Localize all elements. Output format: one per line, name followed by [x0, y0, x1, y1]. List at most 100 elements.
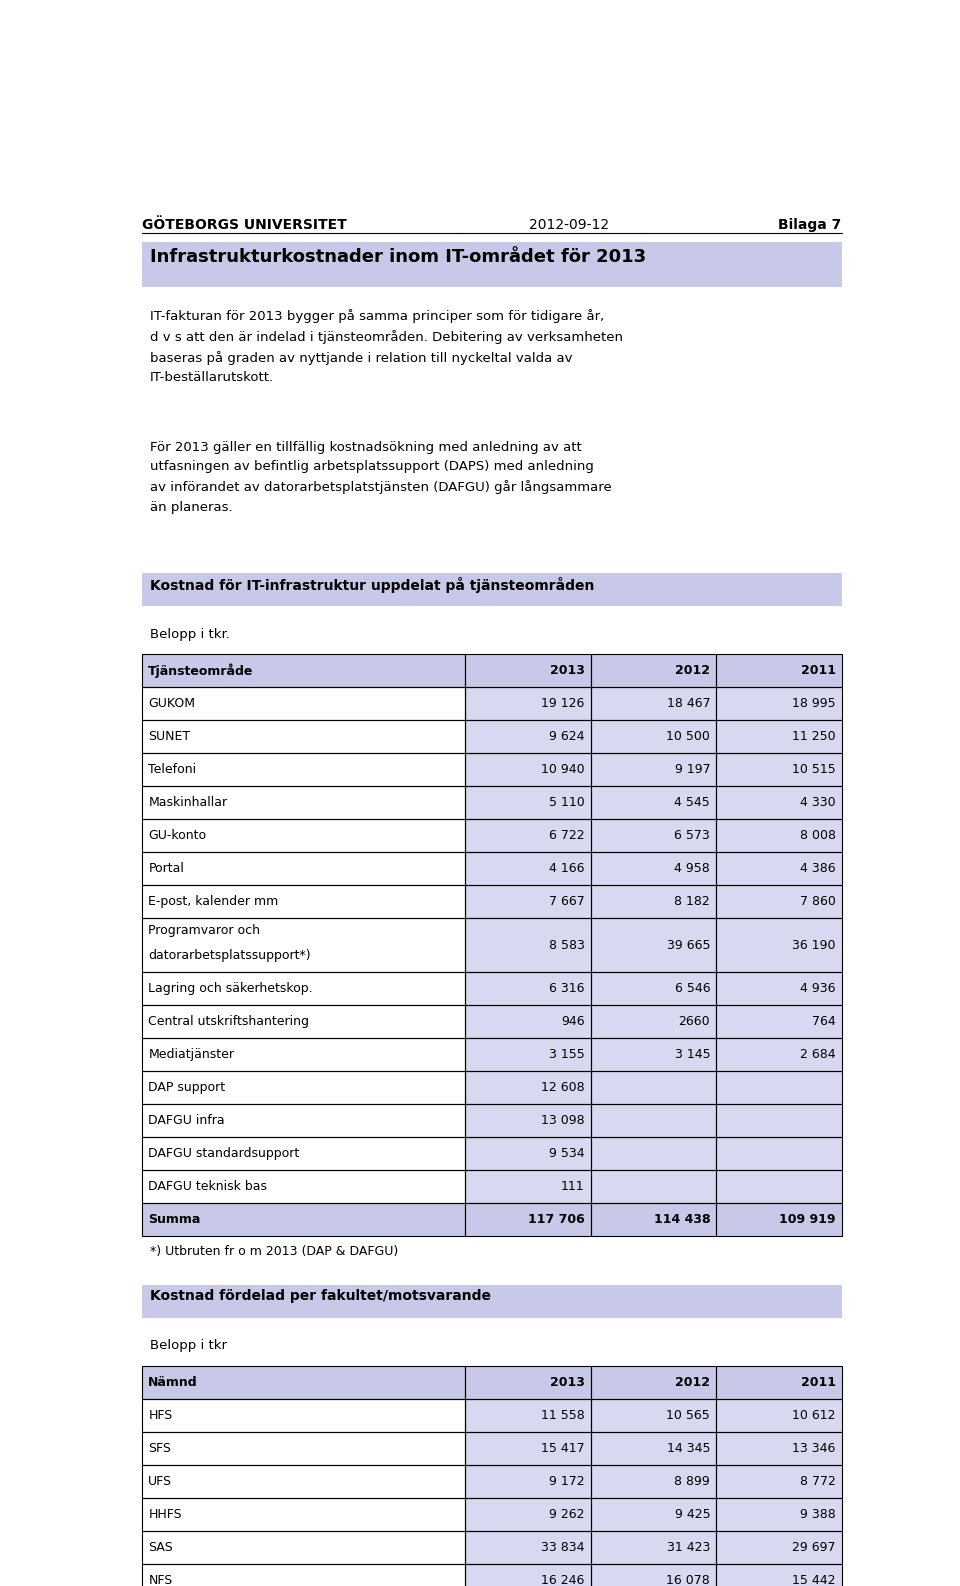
Text: 14 345: 14 345 — [666, 1442, 710, 1456]
Bar — [590, 687, 716, 720]
Bar — [716, 720, 842, 753]
Bar — [465, 1170, 590, 1202]
Bar — [590, 1530, 716, 1564]
Bar — [590, 1367, 716, 1399]
Bar — [142, 1071, 465, 1104]
Bar — [142, 687, 465, 720]
Bar — [590, 1037, 716, 1071]
Bar — [590, 1104, 716, 1137]
Bar — [465, 1399, 590, 1432]
Bar — [142, 918, 465, 972]
Bar — [590, 1037, 716, 1071]
Text: Maskinhallar: Maskinhallar — [148, 796, 228, 809]
Bar — [590, 1465, 716, 1499]
Bar — [465, 1499, 590, 1530]
Bar — [142, 852, 465, 885]
Bar — [590, 1170, 716, 1202]
Bar — [590, 885, 716, 918]
Text: 2012: 2012 — [675, 1377, 710, 1389]
Bar — [716, 820, 842, 852]
Text: 16 078: 16 078 — [666, 1575, 710, 1586]
Bar — [142, 1499, 465, 1530]
Text: SUNET: SUNET — [148, 730, 190, 744]
Bar — [590, 918, 716, 972]
Bar — [142, 1170, 465, 1202]
Bar — [716, 1499, 842, 1530]
Bar — [142, 1104, 465, 1137]
Bar — [465, 1432, 590, 1465]
Bar — [465, 1037, 590, 1071]
Text: 19 126: 19 126 — [541, 698, 585, 711]
Text: 946: 946 — [561, 1015, 585, 1028]
Text: 9 534: 9 534 — [549, 1147, 585, 1159]
Bar — [590, 1499, 716, 1530]
Bar — [716, 1170, 842, 1202]
Text: Summa: Summa — [148, 1213, 201, 1226]
Bar — [465, 1530, 590, 1564]
Text: Kostnad för IT-infrastruktur uppdelat på tjänsteområden: Kostnad för IT-infrastruktur uppdelat på… — [150, 577, 594, 593]
Bar — [142, 1465, 465, 1499]
Bar — [716, 918, 842, 972]
Bar — [142, 1530, 465, 1564]
Bar — [716, 1137, 842, 1170]
Bar — [142, 1170, 465, 1202]
Bar — [142, 787, 465, 820]
Bar — [142, 1037, 465, 1071]
Bar — [716, 885, 842, 918]
Text: 8 008: 8 008 — [800, 829, 836, 842]
Text: 7 667: 7 667 — [549, 895, 585, 909]
Bar — [590, 1367, 716, 1399]
Text: 764: 764 — [812, 1015, 836, 1028]
Bar — [716, 720, 842, 753]
Bar — [590, 1399, 716, 1432]
Bar — [465, 1530, 590, 1564]
Bar — [716, 655, 842, 687]
Bar — [142, 1432, 465, 1465]
Bar — [142, 1006, 465, 1037]
Text: Telefoni: Telefoni — [148, 763, 197, 776]
Text: 2 684: 2 684 — [800, 1048, 836, 1061]
Bar — [142, 852, 465, 885]
Bar — [142, 753, 465, 787]
Text: 9 262: 9 262 — [549, 1508, 585, 1521]
Bar — [465, 820, 590, 852]
Bar — [716, 687, 842, 720]
Bar — [590, 918, 716, 972]
Text: 8 772: 8 772 — [800, 1475, 836, 1488]
Bar — [465, 1367, 590, 1399]
Bar — [465, 720, 590, 753]
Bar — [590, 1202, 716, 1235]
Bar — [716, 787, 842, 820]
Bar — [590, 1137, 716, 1170]
Text: 10 500: 10 500 — [666, 730, 710, 744]
Bar — [590, 1006, 716, 1037]
Text: 8 899: 8 899 — [675, 1475, 710, 1488]
Bar — [716, 820, 842, 852]
Bar — [716, 1432, 842, 1465]
Text: 9 172: 9 172 — [549, 1475, 585, 1488]
Text: Lagring och säkerhetskop.: Lagring och säkerhetskop. — [148, 982, 313, 994]
Text: För 2013 gäller en tillfällig kostnadsökning med anledning av att
utfasningen av: För 2013 gäller en tillfällig kostnadsök… — [150, 441, 612, 514]
Bar — [590, 1104, 716, 1137]
Text: 6 722: 6 722 — [549, 829, 585, 842]
Text: 15 417: 15 417 — [541, 1442, 585, 1456]
Bar — [716, 918, 842, 972]
Bar — [590, 655, 716, 687]
Bar — [590, 753, 716, 787]
Bar — [465, 1432, 590, 1465]
Bar — [465, 1202, 590, 1235]
Text: Central utskriftshantering: Central utskriftshantering — [148, 1015, 309, 1028]
Bar — [716, 655, 842, 687]
Text: 6 546: 6 546 — [675, 982, 710, 994]
Bar — [465, 1202, 590, 1235]
Bar — [716, 1399, 842, 1432]
Bar — [142, 1399, 465, 1432]
Text: 5 110: 5 110 — [549, 796, 585, 809]
Text: 3 155: 3 155 — [549, 1048, 585, 1061]
Text: Belopp i tkr: Belopp i tkr — [150, 1340, 227, 1353]
Text: Infrastrukturkostnader inom IT-området för 2013: Infrastrukturkostnader inom IT-området f… — [150, 247, 646, 266]
Bar — [142, 720, 465, 753]
Bar — [716, 1367, 842, 1399]
Bar — [716, 753, 842, 787]
Text: 8 583: 8 583 — [549, 939, 585, 952]
